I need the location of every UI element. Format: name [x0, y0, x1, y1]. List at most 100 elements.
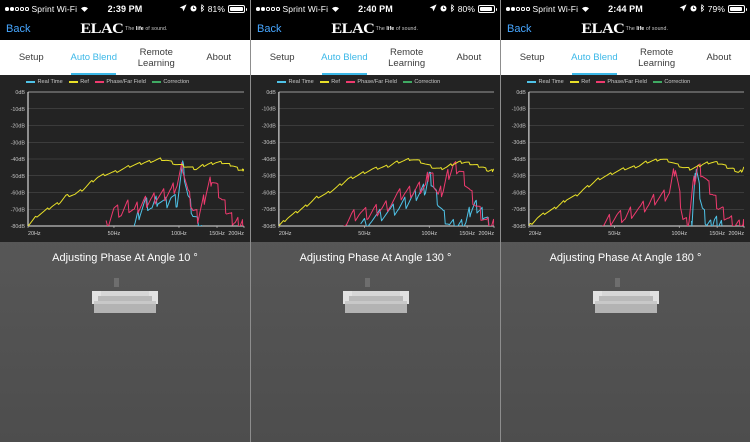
svg-text:-80dB: -80dB — [512, 224, 527, 230]
legend-item-phase-far-field: Phase/Far Field — [595, 79, 647, 85]
location-arrow-icon — [429, 4, 437, 14]
svg-text:-40dB: -40dB — [512, 157, 527, 163]
svg-text:200Hz: 200Hz — [729, 231, 745, 237]
svg-text:-30dB: -30dB — [11, 140, 26, 146]
legend-item-real-time: Real Time — [527, 79, 564, 85]
battery-icon — [478, 5, 497, 13]
carrier-label: Sprint Wi-Fi — [31, 4, 78, 14]
svg-text:-30dB: -30dB — [512, 140, 527, 146]
subwoofer-illustration — [251, 270, 500, 442]
back-button[interactable]: Back — [257, 23, 282, 35]
tab-about[interactable]: About — [456, 52, 482, 63]
nav-bar: Back ELAC The life of sound. — [251, 18, 500, 40]
battery-percent-label: 80% — [457, 4, 475, 14]
tab-about[interactable]: About — [206, 52, 232, 63]
wifi-icon — [581, 5, 590, 13]
tab-remote-learning[interactable]: Remote Learning — [137, 46, 175, 69]
tab-auto-blend[interactable]: Auto Blend — [313, 40, 375, 75]
status-bar-left: Sprint Wi-Fi — [256, 4, 429, 14]
tab-bar: Setup Auto Blend Remote Learning About — [0, 40, 250, 75]
wifi-icon — [331, 5, 340, 13]
bluetooth-icon — [450, 4, 455, 14]
frequency-response-chart: Real Time Ref Phase/Far Field Correction… — [0, 75, 250, 242]
chart-legend: Real Time Ref Phase/Far Field Correction — [251, 75, 500, 88]
brand-tagline: The life of sound. — [625, 26, 669, 32]
subwoofer-icon — [592, 278, 659, 313]
svg-text:-40dB: -40dB — [262, 157, 277, 163]
svg-text:-80dB: -80dB — [11, 224, 26, 230]
bluetooth-icon — [200, 4, 205, 14]
legend-item-ref: Ref — [68, 79, 89, 85]
svg-text:-50dB: -50dB — [262, 174, 277, 180]
plot-svg: 0dB -10dB -20dB -30dB -40dB -50dB -60dB -70dB -8… — [11, 90, 250, 237]
tab-setup[interactable]: Setup — [18, 52, 44, 63]
legend-item-correction: Correction — [402, 79, 440, 85]
frequency-response-chart: Real Time Ref Phase/Far Field Correction… — [501, 75, 750, 242]
svg-text:50Hz: 50Hz — [358, 231, 371, 237]
signal-strength-icon — [256, 7, 280, 11]
chart-legend: Real Time Ref Phase/Far Field Correction — [501, 75, 750, 88]
tab-setup[interactable]: Setup — [519, 52, 545, 63]
svg-text:-40dB: -40dB — [11, 157, 26, 163]
svg-text:-20dB: -20dB — [11, 124, 26, 130]
brand-logo: ELAC The life of sound. — [0, 20, 250, 37]
battery-icon — [728, 5, 747, 13]
brand-name: ELAC — [80, 20, 124, 37]
plot-canvas: 0dB -10dB -20dB -30dB -40dB -50dB -60dB -70dB -8… — [501, 88, 750, 242]
svg-text:0dB: 0dB — [516, 90, 526, 96]
phone-screen-panel: Sprint Wi-Fi 2:40 PM 80% — [250, 0, 500, 442]
alarm-icon — [440, 4, 447, 14]
brand-logo: ELAC The life of sound. — [251, 21, 500, 37]
svg-text:-20dB: -20dB — [262, 123, 277, 129]
carrier-label: Sprint Wi-Fi — [532, 4, 579, 14]
tab-auto-blend[interactable]: Auto Blend — [63, 40, 126, 75]
nav-bar: Back ELAC The life of sound. — [501, 18, 750, 40]
legend-item-real-time: Real Time — [277, 79, 314, 85]
signal-strength-icon — [506, 7, 530, 11]
location-arrow-icon — [179, 4, 187, 14]
tab-about[interactable]: About — [706, 52, 732, 63]
legend-item-ref: Ref — [569, 79, 590, 85]
svg-text:20Hz: 20Hz — [529, 231, 542, 237]
wifi-icon — [80, 5, 89, 13]
tab-bar: Setup Auto Blend Remote Learning About — [501, 40, 750, 75]
svg-text:0dB: 0dB — [15, 90, 25, 96]
plot-canvas: 0dB -10dB -20dB -30dB -40dB -50dB -60dB -70dB -8… — [0, 88, 250, 242]
legend-item-ref: Ref — [319, 79, 340, 85]
subwoofer-icon — [92, 278, 158, 313]
svg-text:-60dB: -60dB — [512, 190, 527, 196]
svg-text:0dB: 0dB — [266, 90, 276, 96]
svg-text:-30dB: -30dB — [262, 140, 277, 146]
tab-setup[interactable]: Setup — [269, 52, 295, 63]
svg-text:-70dB: -70dB — [512, 207, 527, 213]
status-bar: Sprint Wi-Fi 2:44 PM 79% — [501, 0, 750, 18]
status-message: Adjusting Phase At Angle 130 ° — [299, 252, 452, 264]
signal-strength-icon — [5, 7, 29, 11]
back-button[interactable]: Back — [6, 23, 31, 35]
tab-auto-blend[interactable]: Auto Blend — [563, 40, 625, 75]
svg-text:150Hz: 150Hz — [459, 231, 475, 237]
svg-text:150Hz: 150Hz — [209, 231, 225, 237]
legend-item-correction: Correction — [151, 79, 189, 85]
plot-svg: 0dB -10dB -20dB -30dB -40dB -50dB -60dB -70dB -8… — [512, 90, 750, 237]
svg-text:-10dB: -10dB — [512, 107, 527, 113]
subwoofer-icon — [342, 278, 409, 313]
svg-text:-60dB: -60dB — [262, 190, 277, 196]
frequency-response-chart: Real Time Ref Phase/Far Field Correction… — [251, 75, 500, 242]
svg-text:-50dB: -50dB — [11, 174, 26, 180]
status-bar-right: 79% — [679, 4, 747, 14]
svg-text:-20dB: -20dB — [512, 123, 527, 129]
svg-text:-50dB: -50dB — [512, 174, 527, 180]
plot-canvas: 0dB -10dB -20dB -30dB -40dB -50dB -60dB -70dB -8… — [251, 88, 500, 242]
back-button[interactable]: Back — [507, 23, 532, 35]
brand-logo: ELAC The life of sound. — [501, 21, 750, 37]
svg-text:100Hz: 100Hz — [672, 231, 688, 237]
tab-remote-learning[interactable]: Remote Learning — [638, 46, 676, 69]
svg-text:200Hz: 200Hz — [228, 231, 244, 237]
status-bar-left: Sprint Wi-Fi — [5, 4, 179, 14]
location-arrow-icon — [679, 4, 687, 14]
battery-percent-label: 81% — [207, 4, 225, 14]
alarm-icon — [190, 4, 197, 14]
tab-remote-learning[interactable]: Remote Learning — [388, 46, 426, 69]
svg-text:150Hz: 150Hz — [709, 231, 725, 237]
